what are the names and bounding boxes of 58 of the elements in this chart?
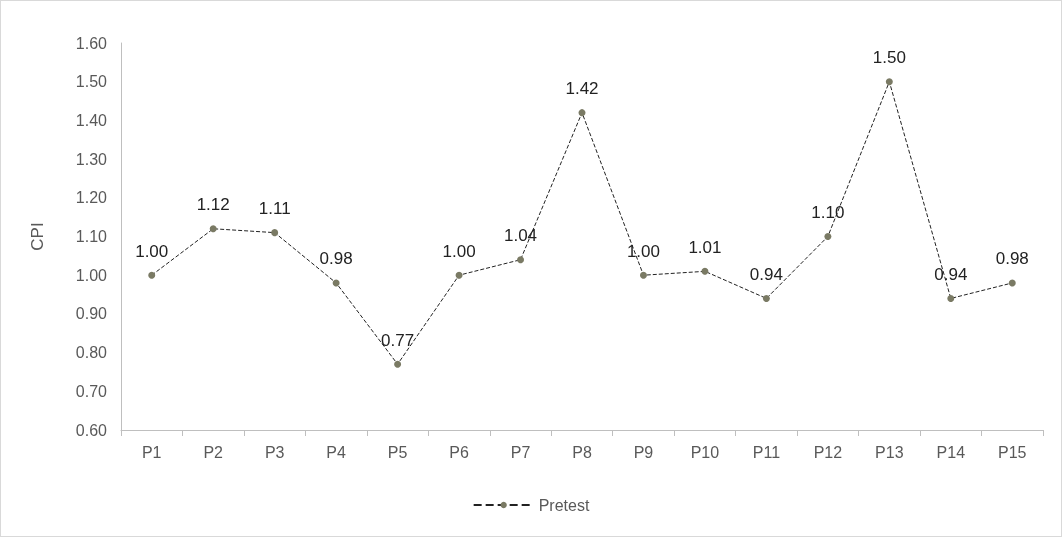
data-label: 0.98 [319,249,353,269]
data-label: 1.00 [135,241,169,261]
legend-label: Pretest [538,496,590,514]
y-tick-label: 1.40 [75,111,108,129]
x-tick-label: P12 [813,443,843,461]
data-label: 1.01 [688,237,722,257]
y-tick-label: 1.60 [75,34,108,52]
data-label: 0.98 [995,249,1029,269]
data-label: 1.10 [811,203,845,222]
x-tick-label: P9 [633,443,654,461]
data-label: 0.94 [934,264,968,284]
y-tick-label: 1.20 [75,189,108,207]
x-tick-label: P6 [449,443,469,461]
y-tick-label: 1.10 [75,228,108,245]
point [885,78,893,86]
y-tick-label: 1.00 [75,266,108,284]
data-label: 1.00 [626,241,661,261]
point [209,225,217,233]
x-tick-label: P2 [203,443,224,461]
data-label: 1.42 [565,79,599,99]
point [332,279,340,287]
data-label: 1.11 [258,199,291,219]
point [578,109,586,117]
x-tick-label: P8 [572,443,592,461]
data-label: 1.50 [872,48,906,68]
x-tick-label: P4 [326,443,347,461]
y-axis-title: CPI [28,222,47,251]
data-label: 1.00 [442,241,476,261]
data-label: 0.77 [381,330,415,350]
y-tick-label: 1.30 [75,150,108,168]
y-tick-label: 1.50 [75,73,108,91]
x-tick-label: P13 [875,443,904,461]
point [517,256,525,264]
point [394,360,402,368]
y-tick-label: 0.80 [75,344,108,362]
x-tick-label: P10 [690,443,720,461]
x-tick-label: P1 [141,443,162,461]
point [824,233,832,240]
y-tick-label: 0.60 [75,421,108,439]
point [762,294,770,302]
point [455,271,463,279]
data-label: 1.12 [196,195,230,215]
data-label: 1.04 [503,226,538,246]
x-tick-label: P3 [264,443,285,461]
x-tick-label: P11 [752,443,781,461]
data-label: 0.94 [749,264,783,284]
x-tick-label: P15 [998,443,1027,461]
y-tick-label: 0.90 [75,305,108,323]
x-tick-label: P14 [936,443,966,461]
point [701,267,709,275]
point [1008,279,1016,287]
x-tick-label: P5 [387,443,408,461]
y-tick-label: 0.70 [75,382,108,400]
point [271,229,279,237]
x-tick-label: P7 [510,443,531,461]
point [639,271,647,279]
point [947,294,955,302]
point [148,271,156,279]
